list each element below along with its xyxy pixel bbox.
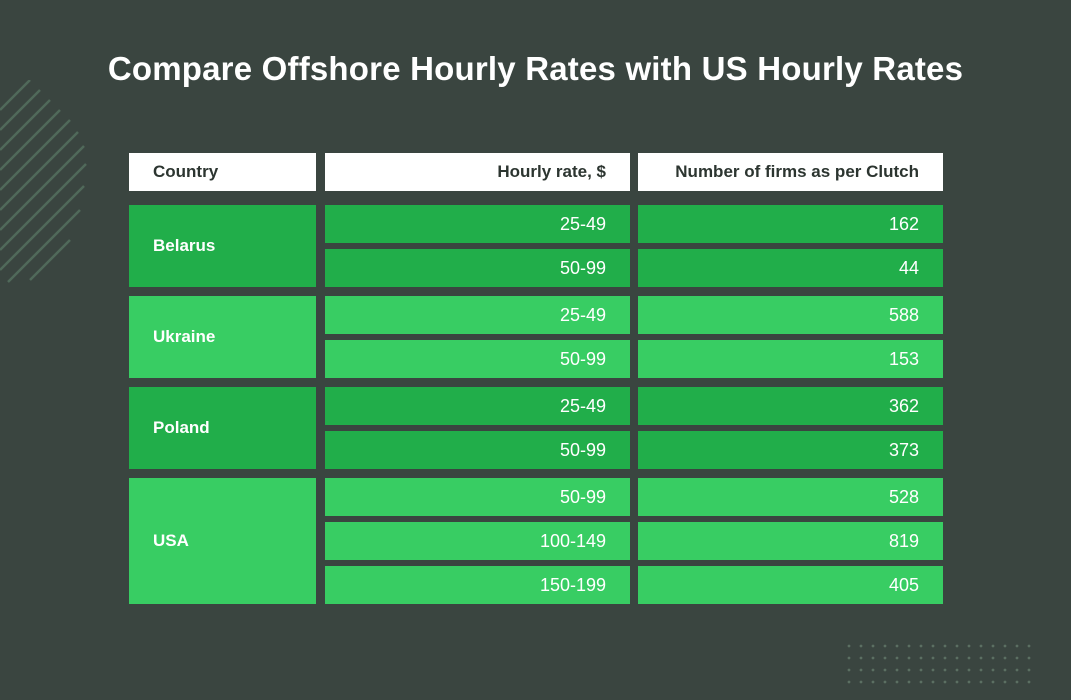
country-cell: Poland bbox=[129, 387, 316, 469]
firms-count-cell: 528 bbox=[638, 478, 943, 516]
header-country: Country bbox=[129, 153, 316, 191]
firms-count-cell: 588 bbox=[638, 296, 943, 334]
country-cell: USA bbox=[129, 478, 316, 604]
firms-count-cell: 362 bbox=[638, 387, 943, 425]
decorative-stripes bbox=[0, 80, 87, 283]
hourly-rate-cell: 50-99 bbox=[325, 249, 630, 287]
hourly-rate-cell: 100-149 bbox=[325, 522, 630, 560]
hourly-rate-cell: 25-49 bbox=[325, 296, 630, 334]
hourly-rate-cell: 50-99 bbox=[325, 478, 630, 516]
country-cell: Belarus bbox=[129, 205, 316, 287]
firms-count-cell: 373 bbox=[638, 431, 943, 469]
header-number-of-firms: Number of firms as per Clutch bbox=[638, 153, 943, 191]
hourly-rate-cell: 25-49 bbox=[325, 387, 630, 425]
page-title: Compare Offshore Hourly Rates with US Ho… bbox=[107, 50, 964, 87]
decorative-dots bbox=[847, 644, 1031, 684]
hourly-rate-cell: 25-49 bbox=[325, 205, 630, 243]
firms-count-cell: 153 bbox=[638, 340, 943, 378]
country-cell: Ukraine bbox=[129, 296, 316, 378]
firms-count-cell: 44 bbox=[638, 249, 943, 287]
hourly-rate-cell: 50-99 bbox=[325, 431, 630, 469]
firms-count-cell: 162 bbox=[638, 205, 943, 243]
hourly-rate-cell: 50-99 bbox=[325, 340, 630, 378]
firms-count-cell: 405 bbox=[638, 566, 943, 604]
header-hourly-rate: Hourly rate, $ bbox=[325, 153, 630, 191]
firms-count-cell: 819 bbox=[638, 522, 943, 560]
hourly-rate-cell: 150-199 bbox=[325, 566, 630, 604]
